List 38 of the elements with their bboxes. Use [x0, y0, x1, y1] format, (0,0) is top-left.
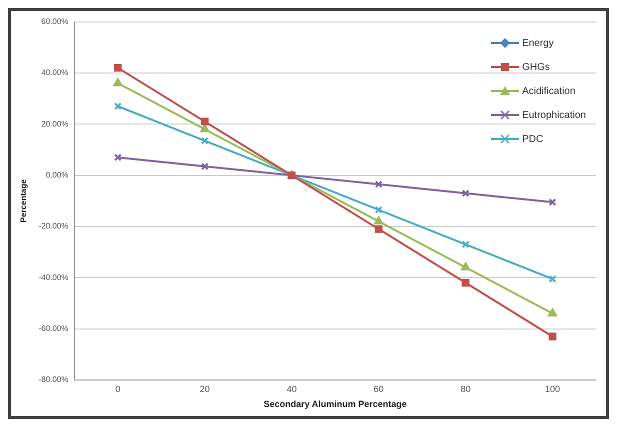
y-tick-label: 0.00% [46, 170, 68, 180]
point [548, 308, 557, 316]
x-tick-label: 100 [545, 384, 560, 394]
point [461, 262, 470, 270]
y-tick-label: -40.00% [38, 272, 68, 282]
y-tick-label: 60.00% [41, 17, 68, 26]
point [200, 136, 209, 145]
x-tick-label: 40 [286, 384, 297, 394]
legend-label: Eutrophication [522, 110, 586, 120]
point [374, 206, 382, 214]
legend-label: Energy [522, 38, 554, 48]
y-tick-label: -20.00% [38, 222, 68, 231]
point [374, 216, 384, 224]
point [462, 278, 470, 287]
x-tick-label: 20 [200, 384, 210, 394]
point [374, 180, 382, 188]
legend-label: PDC [522, 134, 544, 144]
legend-label: Acidification [522, 86, 576, 96]
point [113, 78, 122, 86]
y-axis-title: Percentage [19, 178, 28, 222]
x-tick-label: 60 [374, 384, 384, 394]
point [462, 189, 470, 198]
point [462, 240, 470, 248]
y-tick-label: 20.00% [41, 119, 68, 128]
point [200, 118, 209, 126]
point [374, 225, 382, 233]
y-tick-label: 40.00% [41, 68, 68, 78]
x-tick-label: 0 [115, 384, 120, 394]
legend-label: GHGs [522, 62, 550, 72]
point [548, 198, 556, 206]
x-tick-label: 80 [460, 384, 471, 394]
point [200, 124, 210, 132]
x-axis-title: Secondary Aluminum Percentage [264, 398, 407, 409]
point [114, 64, 122, 72]
y-tick-label: -60.00% [38, 324, 68, 334]
point [548, 332, 556, 340]
y-tick-label: -80.00% [38, 375, 68, 384]
point [200, 162, 209, 170]
